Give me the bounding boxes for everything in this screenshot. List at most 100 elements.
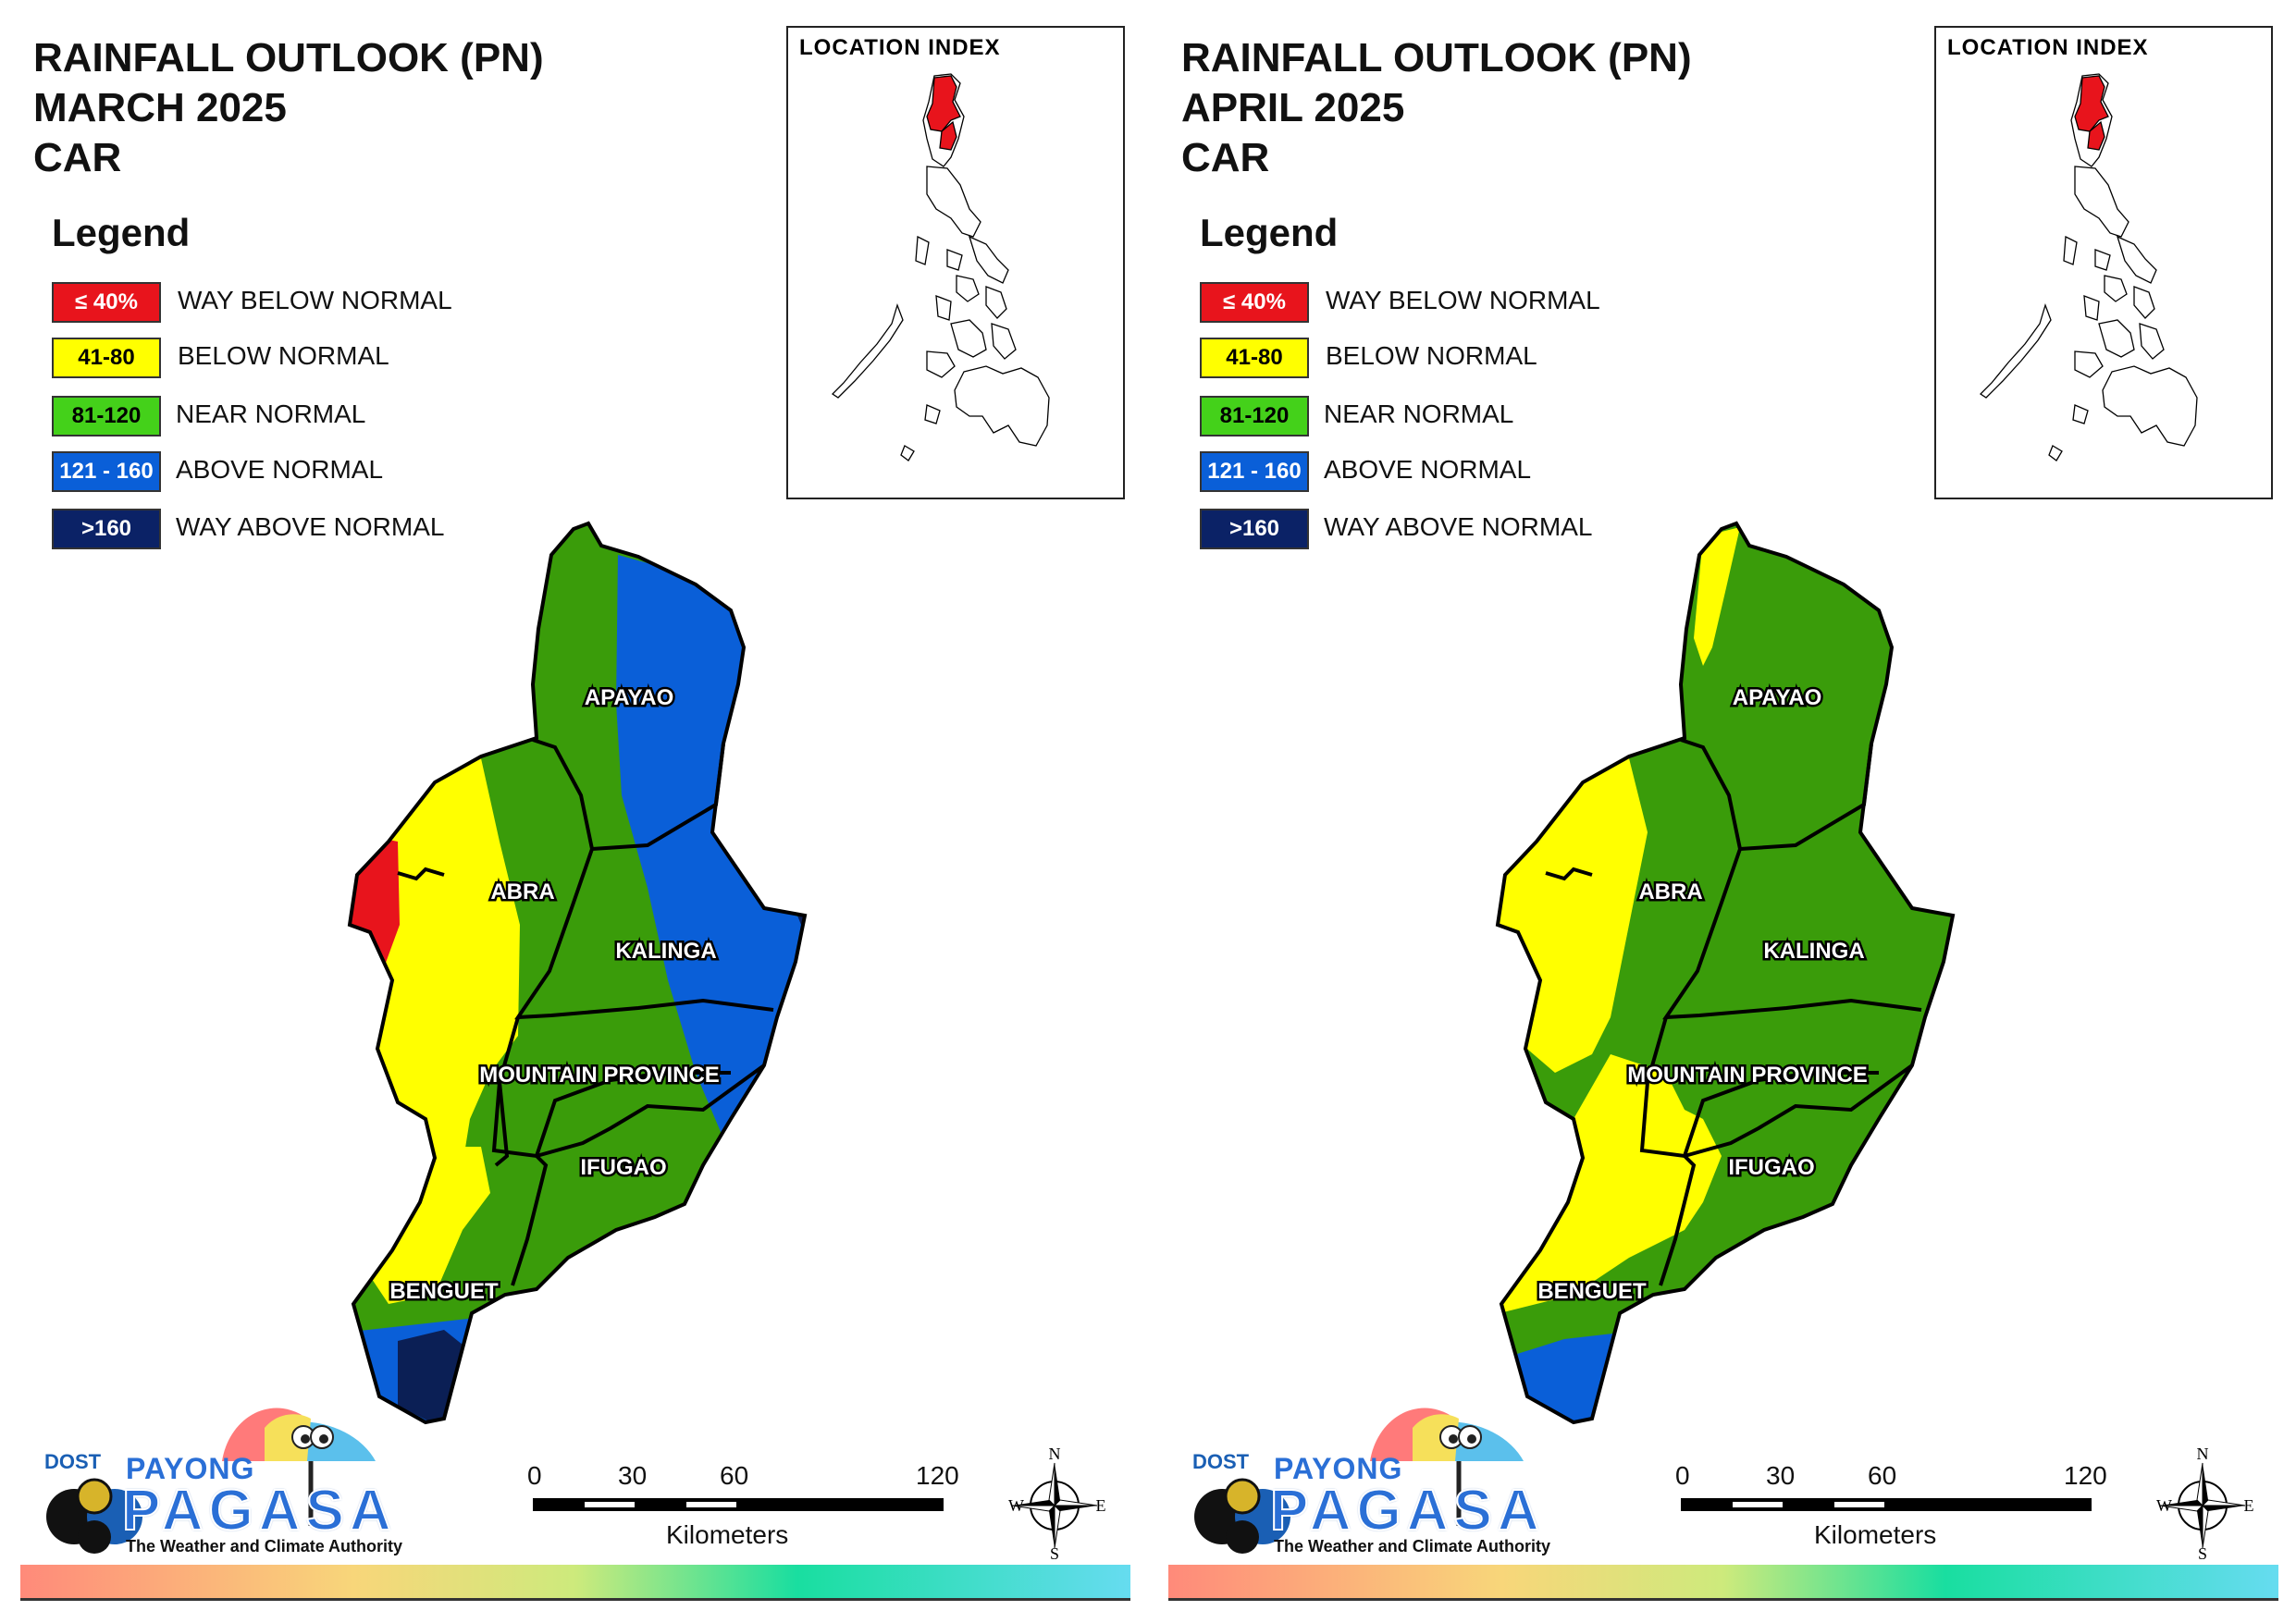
below-normal-zone-south [1500,1054,1722,1313]
legend-swatch: ≤ 40% [52,282,161,323]
legend-swatch: 81-120 [52,396,161,436]
label-mountain-province: MOUNTAIN PROVINCE [479,1063,720,1088]
location-index: LOCATION INDEX [786,26,1125,499]
map-title: RAINFALL OUTLOOK (PN) APRIL 2025 CAR [1181,33,1692,183]
legend-item-way-below: ≤ 40% WAY BELOW NORMAL [1200,282,1681,325]
car-rainfall-map: APAYAO ABRA KALINGA MOUNTAIN PROVINCE IF… [347,521,808,1425]
scale-tick-0: 0 [1675,1461,1690,1490]
legend-swatch: >160 [52,509,161,549]
footer-gradient-bar [1168,1565,2278,1598]
title-line-1: RAINFALL OUTLOOK (PN) [1181,35,1692,80]
above-normal-zone [616,555,805,1156]
legend-swatch: 41-80 [1200,338,1309,378]
label-kalinga: KALINGA [1763,939,1864,964]
legend-swatch: 121 - 160 [52,451,161,492]
legend-item-below: 41-80 BELOW NORMAL [52,338,533,380]
legend-item-way-above: >160 WAY ABOVE NORMAL [1200,509,1681,551]
compass-e: E [2244,1496,2254,1515]
scale-bar-graphic [1681,1498,2092,1511]
scale-unit: Kilometers [1814,1520,1937,1549]
legend-label: WAY BELOW NORMAL [1326,286,1600,314]
philippines-index-map [831,73,1050,461]
legend-item-below: 41-80 BELOW NORMAL [1200,338,1681,380]
legend-item-near: 81-120 NEAR NORMAL [52,396,533,438]
logo-tagline: The Weather and Climate Authority [126,1537,403,1555]
footer-gradient-bar [20,1565,1130,1598]
panel-march: RAINFALL OUTLOOK (PN) MARCH 2025 CAR Leg… [20,26,1130,1601]
compass-rose-icon: N S E W [2156,1445,2254,1563]
scale-unit: Kilometers [666,1520,789,1549]
legend-swatch: ≤ 40% [1200,282,1309,323]
legend-label: WAY ABOVE NORMAL [1324,512,1593,541]
logo-pagasa-text: PAGASA [121,1478,397,1543]
legend-swatch: 41-80 [52,338,161,378]
legend-swatch: >160 [1200,509,1309,549]
payong-pagasa-logo: DOST PAYONG PAGASA The Weather and Clima… [1181,1387,1550,1563]
legend-item-way-below: ≤ 40% WAY BELOW NORMAL [52,282,533,325]
philippines-index-map [1979,73,2198,461]
label-apayao: APAYAO [585,685,674,710]
way-above-normal-zone [398,1330,500,1422]
legend-label: ABOVE NORMAL [176,455,384,484]
legend-label: ABOVE NORMAL [1324,455,1532,484]
location-index-title: LOCATION INDEX [1947,35,2149,60]
scale-bar-graphic [533,1498,944,1511]
title-line-3: CAR [1181,135,1270,180]
logo-payong-text: PAYONG [1274,1452,1403,1485]
label-benguet: BENGUET [1537,1279,1647,1304]
scale-tick-30: 30 [1766,1461,1796,1490]
scale-tick-120: 120 [916,1461,959,1490]
title-line-3: CAR [33,135,122,180]
scale-bar: 0 30 60 120 Kilometers [527,1461,959,1563]
map-title: RAINFALL OUTLOOK (PN) MARCH 2025 CAR [33,33,544,183]
label-ifugao: IFUGAO [1728,1155,1814,1180]
label-benguet: BENGUET [389,1279,499,1304]
title-line-2: APRIL 2025 [1181,85,1405,130]
compass-rose-icon: N S E W [1008,1445,1106,1563]
scale-tick-120: 120 [2064,1461,2107,1490]
legend-title: Legend [52,211,191,254]
legend-item-above: 121 - 160 ABOVE NORMAL [1200,451,1681,494]
legend-label: NEAR NORMAL [176,400,366,428]
label-ifugao: IFUGAO [580,1155,666,1180]
title-line-2: MARCH 2025 [33,85,287,130]
car-rainfall-map: APAYAO ABRA KALINGA MOUNTAIN PROVINCE IF… [1495,521,1956,1425]
logo-tagline: The Weather and Climate Authority [1274,1537,1551,1555]
legend-swatch: 81-120 [1200,396,1309,436]
location-index-title: LOCATION INDEX [799,35,1001,60]
legend-item-near: 81-120 NEAR NORMAL [1200,396,1681,438]
legend-label: BELOW NORMAL [1326,341,1537,370]
logo-dost-text: DOST [44,1450,102,1473]
legend-item-above: 121 - 160 ABOVE NORMAL [52,451,533,494]
scale-bar: 0 30 60 120 Kilometers [1675,1461,2107,1563]
legend-label: WAY ABOVE NORMAL [176,512,445,541]
footer-line [1168,1598,2278,1601]
legend-item-way-above: >160 WAY ABOVE NORMAL [52,509,533,551]
way-below-normal-zone [350,832,400,1017]
panel-april: RAINFALL OUTLOOK (PN) APRIL 2025 CAR Leg… [1148,0,2296,1623]
label-apayao: APAYAO [1733,685,1822,710]
footer-line [20,1598,1130,1601]
compass-n: N [1049,1445,1061,1463]
label-abra: ABRA [490,879,554,904]
scale-tick-30: 30 [618,1461,648,1490]
logo-pagasa-text: PAGASA [1269,1478,1545,1543]
legend-title: Legend [1200,211,1339,254]
below-normal-zone-north [1694,527,1740,666]
scale-tick-0: 0 [527,1461,542,1490]
logo-dost-text: DOST [1192,1450,1250,1473]
scale-tick-60: 60 [720,1461,749,1490]
compass-e: E [1096,1496,1106,1515]
label-mountain-province: MOUNTAIN PROVINCE [1627,1063,1868,1088]
logo-graphic [1194,1408,1524,1554]
legend-label: BELOW NORMAL [178,341,389,370]
label-kalinga: KALINGA [615,939,716,964]
legend-swatch: 121 - 160 [1200,451,1309,492]
compass-n: N [2197,1445,2209,1463]
province-boundaries [347,521,808,1425]
logo-payong-text: PAYONG [126,1452,255,1485]
compass-s: S [2198,1544,2207,1563]
legend-label: NEAR NORMAL [1324,400,1514,428]
province-boundaries [1495,521,1956,1425]
scale-tick-60: 60 [1868,1461,1897,1490]
